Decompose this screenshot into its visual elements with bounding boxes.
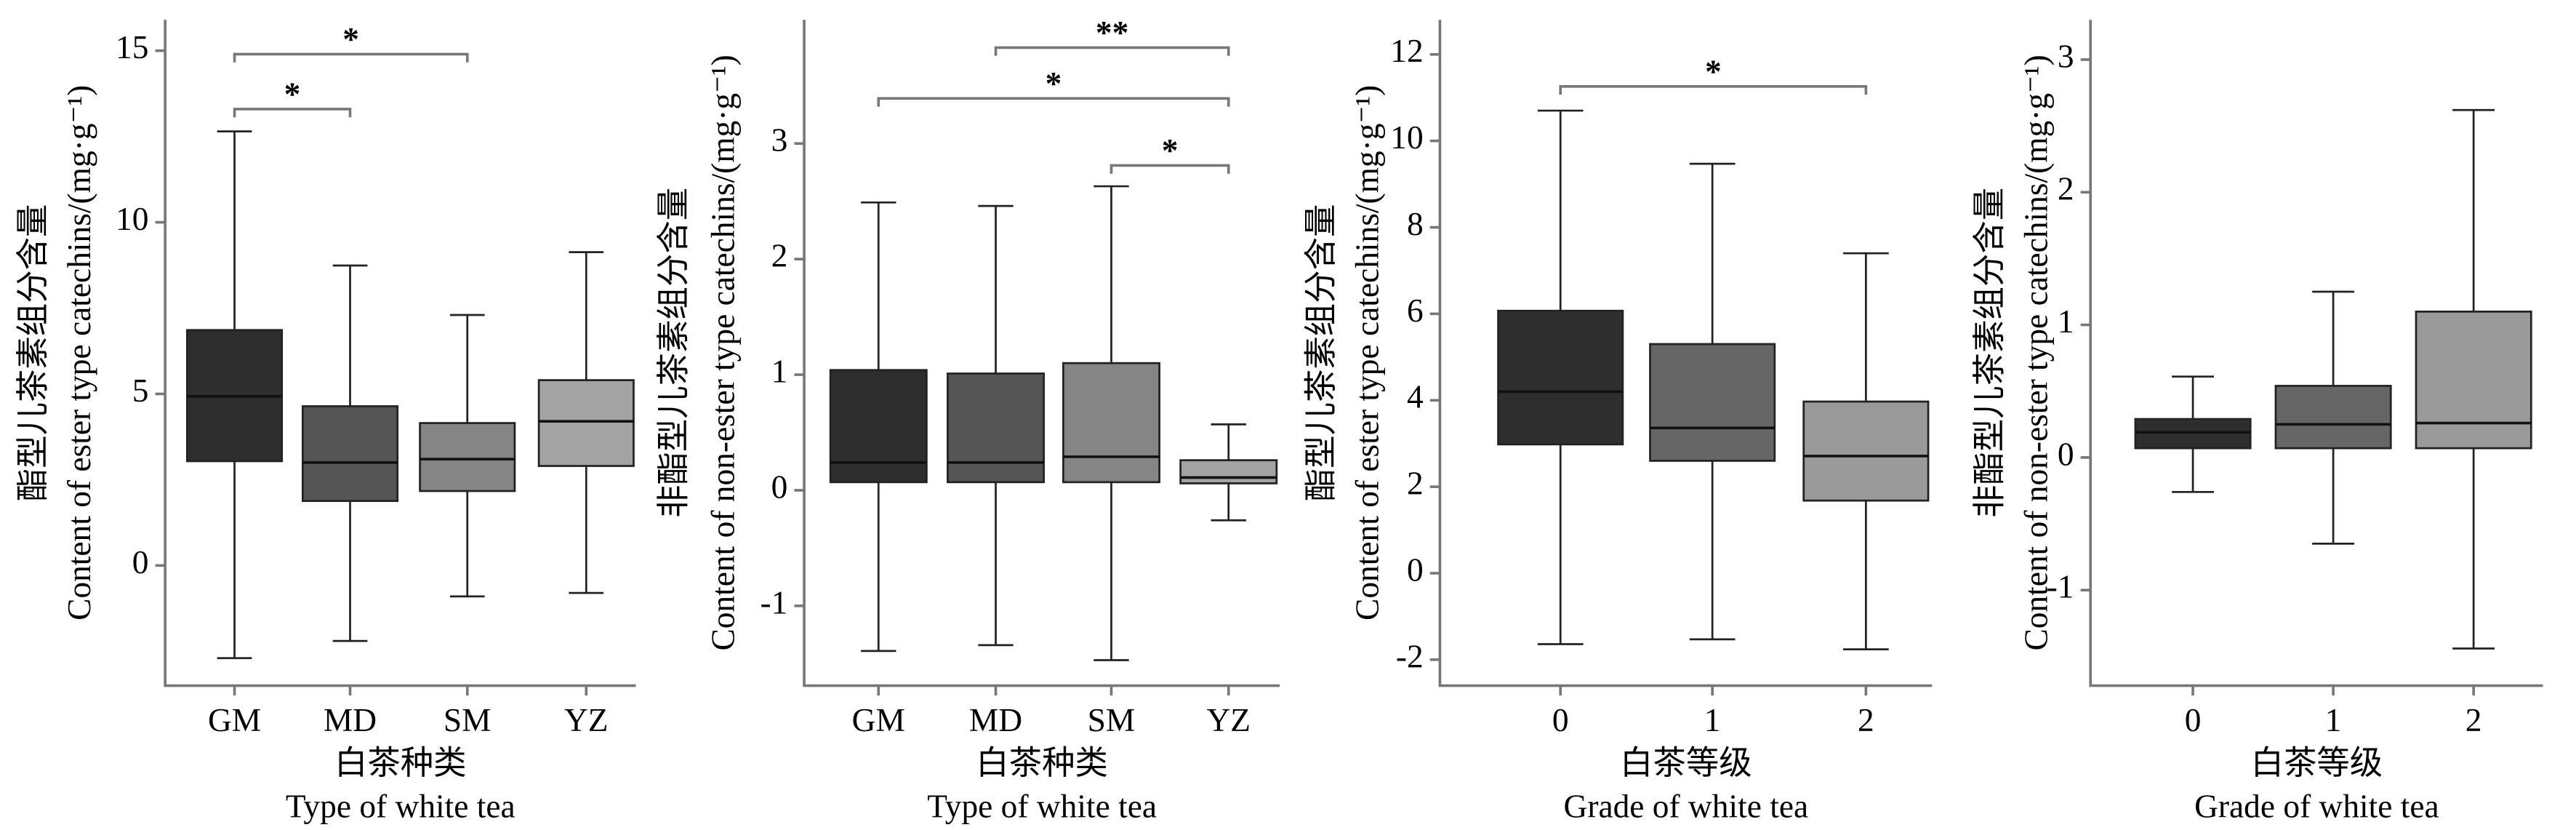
x-tick-label: MD [324, 702, 377, 738]
axis-line [2089, 20, 2543, 687]
y-tick-label: 0 [1407, 551, 1424, 588]
box [829, 369, 928, 484]
box [2415, 310, 2532, 450]
x-axis-label: Grade of white tea [1564, 788, 1809, 824]
y-tick-label: 4 [1407, 379, 1424, 415]
significance-label: ** [1096, 15, 1128, 51]
x-axis-label: Type of white tea [286, 788, 515, 824]
y-axis-label: Content of non-ester type catechins/(mg·… [705, 55, 742, 650]
y-tick-label: 2 [2058, 171, 2074, 207]
y-tick-label: 3 [2058, 38, 2074, 74]
significance-bracket [233, 52, 469, 63]
box [1062, 362, 1160, 484]
box [2274, 385, 2392, 450]
x-tick-label: SM [444, 702, 491, 738]
x-tick-label: YZ [1206, 702, 1251, 738]
y-tick-label: 0 [132, 544, 149, 580]
significance-bracket [1110, 164, 1230, 174]
y-axis-label: 酯型儿茶素组分含量 [1303, 204, 1339, 502]
y-tick-label: 1 [771, 353, 788, 389]
y-tick-label: 6 [1407, 292, 1424, 329]
y-axis-label: Content of ester type catechins/(mg·g⁻¹) [61, 85, 97, 620]
y-tick-label: 12 [1390, 33, 1423, 69]
x-tick-label: YZ [564, 702, 609, 738]
x-tick-label: 2 [2465, 702, 2482, 738]
box [301, 405, 399, 503]
axis-line [803, 20, 1280, 687]
x-axis-label: Type of white tea [927, 788, 1157, 824]
y-tick-label: 0 [2058, 436, 2074, 472]
significance-label: * [1705, 53, 1722, 89]
x-tick-label: 1 [1704, 702, 1721, 738]
box [1179, 459, 1278, 484]
y-tick-label: 1 [2058, 303, 2074, 340]
y-tick-label: -1 [761, 584, 788, 620]
y-axis-label: 酯型儿茶素组分含量 [15, 204, 51, 502]
x-axis-label: 白茶种类 [334, 745, 467, 781]
y-tick-label: 15 [116, 29, 148, 65]
x-axis-label: Grade of white tea [2194, 788, 2439, 824]
y-tick-label: -1 [2047, 569, 2074, 605]
significance-label: * [284, 76, 301, 112]
box [1649, 343, 1776, 462]
y-tick-label: 10 [1390, 119, 1423, 156]
significance-label: * [1046, 65, 1062, 102]
box [1802, 400, 1930, 502]
y-tick-label: 2 [771, 238, 788, 274]
y-axis-label: 非酯型儿茶素组分含量 [1972, 188, 2008, 518]
x-axis-label: 白茶等级 [1620, 745, 1752, 781]
significance-bracket [233, 108, 352, 118]
x-tick-label: MD [969, 702, 1022, 738]
box [947, 372, 1045, 484]
significance-label: * [342, 21, 359, 57]
axis-line [1438, 20, 1933, 687]
significance-bracket [877, 97, 1230, 107]
x-tick-label: 1 [2325, 702, 2342, 738]
y-tick-label: 0 [771, 468, 788, 505]
box [2134, 418, 2252, 450]
y-axis-label: Content of non-ester type catechins/(mg·… [2018, 55, 2054, 650]
x-tick-label: GM [852, 702, 905, 738]
y-tick-label: 2 [1407, 466, 1424, 502]
box [537, 379, 635, 467]
y-tick-label: 3 [771, 122, 788, 159]
x-tick-label: 0 [1552, 702, 1569, 738]
y-tick-label: -2 [1396, 638, 1424, 674]
y-tick-label: 8 [1407, 206, 1424, 242]
y-axis-label: Content of ester type catechins/(mg·g⁻¹) [1349, 85, 1385, 620]
x-tick-label: SM [1088, 702, 1136, 738]
significance-bracket [1559, 84, 1868, 95]
box [419, 422, 516, 492]
significance-label: * [1162, 132, 1179, 169]
x-axis-label: 白茶等级 [2251, 745, 2383, 781]
axis-line [164, 20, 636, 687]
x-tick-label: 0 [2185, 702, 2202, 738]
y-axis-label: 非酯型儿茶素组分含量 [656, 188, 692, 518]
x-tick-label: GM [208, 702, 261, 738]
y-tick-label: 10 [116, 201, 148, 237]
box [1497, 309, 1624, 446]
y-tick-label: 5 [132, 372, 149, 409]
x-tick-label: 2 [1858, 702, 1874, 738]
significance-bracket [994, 46, 1230, 56]
x-axis-label: 白茶种类 [976, 745, 1108, 781]
